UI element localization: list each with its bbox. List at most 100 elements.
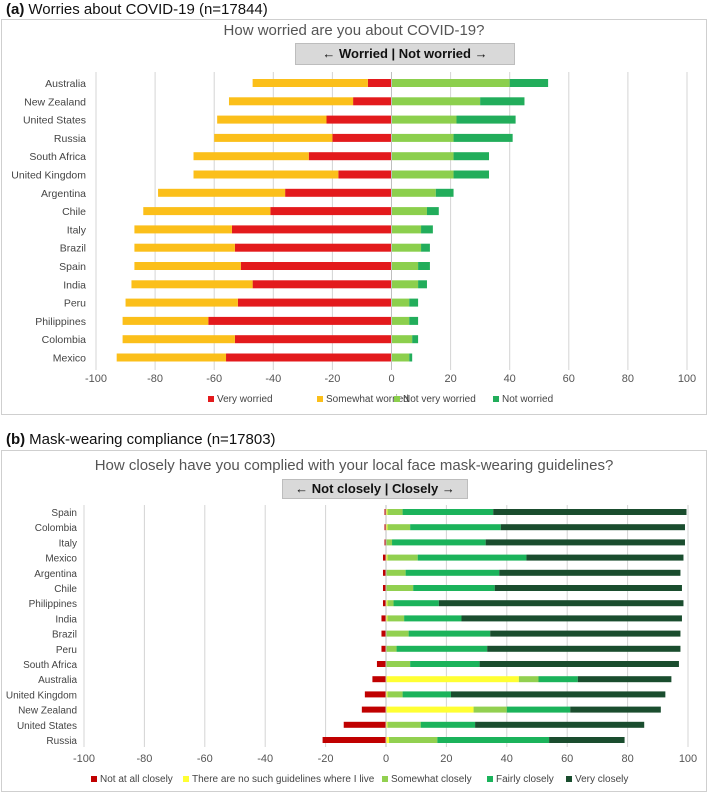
bar-somewhat-worried-argentina	[158, 188, 286, 197]
bar-somewhat-worried-chile	[143, 207, 271, 216]
bar-somewhat-closely-chile	[386, 585, 414, 591]
bar-fairly-closely-new-zealand	[506, 706, 571, 713]
bar-very-worried-chile	[270, 207, 392, 216]
bar-not-very-worried-mexico	[391, 353, 410, 362]
legend-label-there-are-no-such-guidelines-where-i-live: There are no such guidelines where I liv…	[192, 774, 375, 785]
legend-swatch-somewhat-worried	[317, 396, 323, 402]
bar-very-worried-mexico	[226, 353, 392, 362]
panel-b-title: Mask-wearing compliance (n=17803)	[29, 431, 276, 448]
bar-not-very-worried-russia	[391, 133, 454, 142]
bar-somewhat-worried-united-kingdom	[193, 170, 339, 179]
category-label: New Zealand	[18, 706, 77, 717]
category-label: United States	[17, 721, 77, 732]
legend-label-very-closely: Very closely	[575, 774, 628, 785]
bar-very-closely-new-zealand	[570, 706, 661, 713]
bar-not-very-worried-philippines	[391, 316, 410, 325]
x-tick-label: 0	[383, 753, 389, 765]
bar-very-closely-russia	[549, 737, 625, 743]
x-tick-label: -40	[265, 373, 281, 385]
category-label: India	[55, 614, 77, 625]
bar-somewhat-worried-spain	[134, 262, 241, 270]
bar-not-at-all-closely-colombia	[384, 524, 386, 531]
bar-somewhat-closely-mexico	[387, 554, 418, 561]
category-label: Spain	[51, 508, 77, 519]
legend-swatch-fairly-closely	[487, 776, 493, 782]
bar-somewhat-worried-colombia	[122, 335, 235, 344]
legend-label-not-worried: Not worried	[502, 394, 553, 405]
bar-somewhat-closely-new-zealand	[473, 706, 507, 713]
legend-swatch-somewhat-closely	[382, 776, 388, 782]
bar-fairly-closely-brazil	[408, 630, 491, 637]
x-tick-label: 100	[678, 373, 696, 385]
legend-label-very-worried: Very worried	[217, 394, 273, 405]
bar-not-at-all-closely-united-states	[343, 721, 386, 728]
bar-very-worried-argentina	[285, 188, 392, 197]
bar-not-worried-philippines	[409, 316, 419, 325]
category-label: Brazil	[52, 630, 77, 641]
bar-very-worried-india	[252, 280, 392, 289]
bar-not-very-worried-india	[391, 280, 419, 289]
bar-very-closely-chile	[494, 585, 682, 591]
bar-somewhat-closely-peru	[386, 645, 397, 652]
x-tick-label: 0	[388, 373, 394, 385]
bar-somewhat-closely-philippines	[387, 600, 394, 607]
bar-very-closely-colombia	[500, 524, 685, 531]
category-label: United States	[23, 115, 86, 127]
category-label: Brazil	[60, 243, 86, 255]
bar-not-worried-new-zealand	[480, 97, 525, 106]
category-label: Argentina	[41, 188, 86, 200]
bar-fairly-closely-united-states	[420, 721, 476, 728]
bar-not-very-worried-spain	[391, 262, 419, 270]
bar-very-closely-india	[461, 615, 682, 622]
x-tick-label: -60	[197, 753, 213, 765]
bar-very-worried-brazil	[234, 243, 392, 252]
bar-there-are-no-such-guidelines-where-i-live-new-zealand	[386, 706, 474, 713]
bar-not-at-all-closely-chile	[382, 585, 386, 591]
bar-somewhat-worried-south-africa	[193, 152, 309, 161]
bar-very-worried-peru	[237, 298, 392, 307]
bar-very-worried-italy	[231, 225, 392, 234]
bar-not-at-all-closely-spain	[384, 509, 386, 515]
bar-there-are-no-such-guidelines-where-i-live-united-kingdom	[386, 691, 388, 698]
category-label: Russia	[46, 736, 77, 747]
legend-label-not-at-all-closely: Not at all closely	[100, 774, 173, 785]
panel-b-chart: How closely have you complied with your …	[1, 450, 707, 792]
x-tick-label: -20	[318, 753, 334, 765]
bar-not-very-worried-chile	[391, 207, 427, 216]
bar-very-worried-spain	[240, 262, 392, 270]
legend-label-fairly-closely: Fairly closely	[496, 774, 554, 785]
category-label: Australia	[45, 78, 86, 90]
bar-not-worried-south-africa	[453, 152, 490, 161]
bar-fairly-closely-mexico	[417, 554, 527, 561]
panel-b-question: How closely have you complied with your …	[94, 457, 614, 474]
bar-somewhat-closely-russia	[389, 737, 438, 743]
bar-somewhat-worried-philippines	[122, 316, 209, 325]
x-tick-label: 80	[622, 373, 634, 385]
x-tick-label: 20	[440, 753, 452, 765]
category-label: Colombia	[35, 523, 78, 534]
bar-somewhat-worried-australia	[252, 79, 368, 87]
bar-somewhat-worried-new-zealand	[228, 97, 354, 106]
bar-there-are-no-such-guidelines-where-i-live-russia	[386, 737, 390, 743]
x-tick-label: 60	[563, 373, 575, 385]
panel-a-plot: Australia New Zealand United States Russia S…	[11, 72, 696, 405]
x-tick-label: 20	[444, 373, 456, 385]
bar-very-closely-united-kingdom	[450, 691, 666, 698]
bar-not-worried-russia	[453, 133, 513, 142]
bar-very-worried-russia	[332, 133, 392, 142]
bar-fairly-closely-spain	[402, 509, 494, 515]
bar-fairly-closely-india	[404, 615, 462, 622]
category-label: Mexico	[45, 554, 77, 565]
category-label: Peru	[56, 645, 77, 656]
bar-very-worried-philippines	[208, 316, 392, 325]
bar-somewhat-closely-south-africa	[386, 661, 411, 667]
bar-very-closely-spain	[493, 509, 687, 515]
legend-label-somewhat-worried: Somewhat worried	[326, 394, 409, 405]
x-tick-label: -80	[136, 753, 152, 765]
panel-a-question: How worried are you about COVID-19?	[223, 22, 485, 39]
x-tick-label: -80	[147, 373, 163, 385]
legend-swatch-very-closely	[566, 776, 572, 782]
panel-a-title: Worries about COVID-19 (n=17844)	[28, 1, 268, 18]
bar-somewhat-closely-argentina	[386, 569, 406, 576]
bar-somewhat-closely-brazil	[386, 630, 409, 637]
